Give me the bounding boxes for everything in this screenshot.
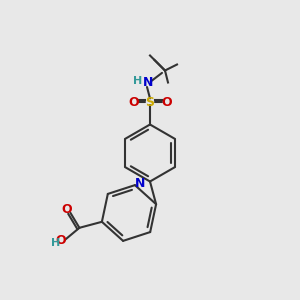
Text: N: N — [135, 177, 146, 190]
Text: O: O — [55, 234, 66, 247]
Text: O: O — [61, 203, 72, 216]
Text: H: H — [134, 76, 142, 86]
Text: O: O — [161, 95, 172, 109]
Text: O: O — [128, 95, 139, 109]
Text: H: H — [51, 238, 61, 248]
Text: N: N — [143, 76, 154, 89]
Text: S: S — [146, 95, 154, 109]
